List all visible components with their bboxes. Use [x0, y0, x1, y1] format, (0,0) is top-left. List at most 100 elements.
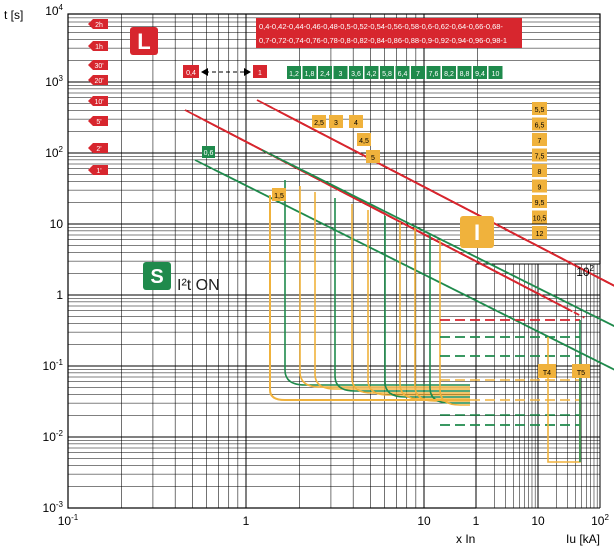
y-axis-label: t [s]: [4, 8, 23, 22]
S-threshold-tag: 7,6: [426, 66, 441, 79]
y-tick-label: 103: [45, 74, 63, 89]
instantaneous-curve: [314, 192, 470, 390]
instantaneous-curve: [334, 198, 470, 392]
curve-band-S-high: [261, 149, 614, 327]
i2t-label: I²t ON: [177, 277, 220, 294]
I-threshold-tag-text: 12: [536, 231, 544, 238]
S-threshold-tag-box: [333, 66, 348, 79]
I-threshold-tag: 4,5: [357, 133, 371, 146]
I-threshold-tag: 3: [329, 115, 343, 128]
right-axis-tick-label: 102: [591, 513, 609, 528]
y-tick-label: 102: [45, 145, 63, 160]
S-threshold-tag-box: [411, 66, 425, 79]
S-threshold-tag-text: 8,2: [444, 71, 454, 78]
I-threshold-tag-text: 5,5: [535, 107, 545, 114]
S-threshold-tag-text: 3: [339, 71, 343, 78]
I-threshold-tag-text: 7,5: [535, 154, 545, 161]
curve-band-L-high: [256, 99, 614, 287]
function-I-badge: I: [460, 216, 494, 248]
S-threshold-tag-box: [318, 66, 332, 79]
S-threshold-tag-box: [349, 66, 363, 79]
instantaneous-curve: [367, 210, 470, 396]
curve: [295, 166, 614, 327]
I-threshold-tag: 8: [532, 164, 547, 177]
I-threshold-tag-text: 3: [334, 120, 338, 127]
I-threshold-tag-text: 4,5: [359, 138, 369, 145]
x-tick-label: 1: [243, 514, 250, 528]
S-threshold-tag: 1,8: [302, 66, 317, 79]
instantaneous-curve: [439, 240, 470, 406]
S-threshold-tag-box: [380, 66, 394, 79]
time-tag: 2h: [88, 19, 108, 29]
S-threshold-tag: 5,8: [380, 66, 394, 79]
I-threshold-tag: 7,5: [532, 148, 547, 162]
function-L-label: L: [137, 29, 150, 54]
S-threshold-tag-text: 7: [416, 71, 420, 78]
S-threshold-tag-text: 3,6: [351, 71, 361, 78]
S-threshold-tag: 10: [488, 66, 503, 79]
function-S-badge: S: [143, 262, 171, 290]
I-threshold-tag-text: 8: [538, 169, 542, 176]
instantaneous-curve: [384, 216, 470, 398]
S-threshold-tag: 7: [411, 66, 425, 79]
S-threshold-tag: 8,8: [457, 66, 472, 79]
time-tag: 10': [88, 96, 108, 106]
y-tick-label: 104: [45, 3, 63, 18]
I-threshold-tag-box: [532, 226, 547, 239]
S-threshold-tag: 1,2: [287, 66, 301, 79]
I-threshold-tag: 6,5: [532, 117, 547, 131]
instantaneous-curve: [351, 204, 470, 394]
S-threshold-tag-text: 1,8: [305, 71, 315, 78]
S-threshold-tag-text: 1,2: [289, 71, 299, 78]
I-threshold-tag: 12: [532, 226, 547, 239]
curve-band-L-low: [184, 109, 585, 319]
I-threshold-tag-box: [312, 115, 326, 128]
time-tag-shape: [88, 116, 108, 126]
I-threshold-tag: 2,5: [312, 115, 326, 128]
time-tag: 1': [88, 165, 108, 175]
I-threshold-tag-text: 1,5: [274, 193, 284, 200]
time-tag-label: 1h: [95, 44, 103, 51]
curve: [290, 116, 614, 287]
time-tag: 2': [88, 143, 108, 153]
time-tag-label: 30': [94, 63, 103, 70]
L-settings-line-1: 0,4-0,42-0,44-0,46-0,48-0,5-0,52-0,54-0,…: [259, 22, 503, 31]
I-threshold-tag-text: 2,5: [314, 120, 324, 127]
x-tick-label: 10: [417, 514, 431, 528]
I-threshold-tag-box: [532, 195, 547, 208]
breaker-tag-text: T5: [577, 370, 585, 377]
y-tick-label: 10-3: [43, 500, 64, 515]
breaker-tag: T5: [572, 364, 590, 378]
I-threshold-tag-box: [532, 164, 547, 177]
right-axis-tick-label: 1: [473, 514, 480, 528]
S-threshold-tag: 3: [333, 66, 348, 79]
y-tick-label: 1: [56, 288, 63, 302]
S-threshold-tag-text: 10: [492, 71, 500, 78]
I-threshold-tag: 7: [532, 133, 547, 146]
S-threshold-tag-box: [395, 66, 410, 79]
I-threshold-tag-box: [357, 133, 371, 146]
S-threshold-tag: 9,4: [473, 66, 487, 79]
time-tag-shape: [88, 60, 108, 70]
S-threshold-tag-box: [488, 66, 503, 79]
time-tag-label: 10': [94, 99, 103, 106]
I-threshold-tag-box: [272, 188, 286, 201]
S-threshold-tag-text: 8,8: [460, 71, 470, 78]
I-threshold-tag-box: [532, 148, 547, 162]
S-threshold-tag-text: 2,4: [320, 71, 330, 78]
time-tag-shape: [88, 96, 108, 106]
instantaneous-curve: [284, 180, 470, 386]
S-threshold-tag-text: 9,4: [475, 71, 485, 78]
I-threshold-tag-box: [366, 150, 380, 163]
I-threshold-tag-text: 5: [371, 155, 375, 162]
I-threshold-tag-text: 4: [354, 120, 358, 127]
L-settings-box: 0,4-0,42-0,44-0,46-0,48-0,5-0,52-0,54-0,…: [256, 18, 522, 48]
S-threshold-tag: 6,4: [395, 66, 410, 79]
S-threshold-tag: 0,6: [202, 146, 215, 158]
I-threshold-tag-box: [532, 102, 547, 115]
S-threshold-tag-box: [442, 66, 456, 79]
time-tag-shape: [88, 41, 108, 51]
I-threshold-tag: 5,5: [532, 102, 547, 115]
curve: [228, 176, 614, 371]
